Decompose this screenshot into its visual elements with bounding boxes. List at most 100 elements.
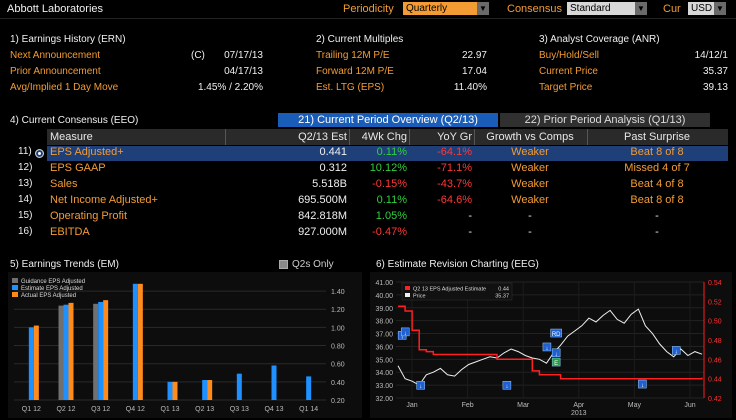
left-tick-label: 41.00 — [375, 280, 393, 287]
column-divider — [349, 129, 350, 145]
next-announcement-label: Next Announcement — [10, 50, 101, 61]
chevron-down-icon[interactable]: ▼ — [635, 2, 647, 15]
revision-marker — [400, 327, 410, 337]
yoy-value: -43.7% — [437, 178, 472, 190]
legend-swatch — [405, 286, 410, 290]
x-tick-label: Q1 14 — [299, 406, 318, 413]
x-tick-label: Apr — [573, 402, 585, 409]
left-tick-label: 33.00 — [375, 383, 393, 390]
chevron-down-icon[interactable]: ▼ — [714, 2, 726, 15]
column-header-yoy[interactable]: YoY Gr — [437, 131, 472, 143]
row-number: 15) — [18, 210, 33, 221]
bar-2 — [103, 300, 109, 400]
measure-name[interactable]: Net Income Adjusted+ — [50, 194, 158, 206]
measure-name[interactable]: EBITDA — [50, 226, 90, 238]
multiple-value: 11.40% — [453, 82, 487, 93]
checkbox-icon[interactable] — [279, 260, 288, 269]
est-value: 5.518B — [312, 178, 347, 190]
legend-swatch — [12, 292, 18, 297]
right-tick-label: 0.46 — [708, 357, 722, 364]
row-highlight — [47, 146, 728, 161]
bar-0 — [93, 303, 99, 400]
revision-marker — [638, 379, 647, 389]
legend-label: Price — [413, 294, 426, 300]
next-announcement-value: 07/17/13 — [224, 50, 263, 61]
prior-announcement-label: Prior Announcement — [10, 66, 101, 77]
bar-1 — [132, 283, 138, 400]
consensus-dropdown[interactable]: Standard — [567, 2, 635, 15]
bar-1 — [28, 327, 34, 400]
radio-selected-icon[interactable] — [35, 149, 44, 158]
tab-prior-period[interactable]: 22) Prior Period Analysis (Q1/13) — [500, 113, 710, 127]
growth-value: Weaker — [511, 146, 549, 158]
currency-dropdown[interactable]: USD — [688, 2, 714, 15]
table-row[interactable]: 13) Sales 5.518B -0.15% -43.7% Weaker Be… — [0, 178, 736, 193]
legend-value: 35.37 — [495, 294, 509, 300]
section-title: 2) Current Multiples — [316, 34, 404, 45]
table-row[interactable]: 14) Net Income Adjusted+ 695.500M 0.11% … — [0, 194, 736, 209]
chevron-down-icon[interactable]: ▼ — [477, 2, 489, 15]
yoy-value: -64.6% — [437, 194, 472, 206]
section-title[interactable]: 1) Earnings History (ERN) — [10, 34, 126, 45]
periodicity-dropdown[interactable]: Quarterly — [403, 2, 477, 15]
y-tick-label: 0.40 — [331, 380, 345, 387]
legend-value: 0.44 — [498, 287, 509, 293]
measure-name[interactable]: EPS GAAP — [50, 162, 106, 174]
measure-name[interactable]: EPS Adjusted+ — [50, 146, 124, 158]
measure-name[interactable]: Sales — [50, 178, 78, 190]
section-title[interactable]: 4) Current Consensus (EEO) — [10, 115, 139, 126]
right-tick-label: 0.42 — [708, 396, 722, 403]
table-row[interactable]: 11) EPS Adjusted+ 0.441 0.11% -64.1% Wea… — [0, 146, 736, 161]
x-tick-label: Q2 13 — [195, 406, 214, 413]
coverage-value: 35.37 — [702, 66, 728, 77]
legend-label: Guidance EPS Adjusted — [21, 279, 85, 285]
section-title[interactable]: 6) Estimate Revision Charting (EEG) — [376, 259, 539, 270]
revision-marker-label: ↓ — [419, 384, 422, 390]
table-row[interactable]: 12) EPS GAAP 0.312 10.12% -71.1% Weaker … — [0, 162, 736, 177]
revision-marker-label: ↓ — [545, 346, 548, 352]
column-header-growth[interactable]: Growth vs Comps — [486, 131, 574, 143]
column-header-4wk[interactable]: 4Wk Chg — [361, 131, 407, 143]
est-value: 927.000M — [298, 226, 347, 238]
y-tick-label: 0.60 — [331, 362, 345, 369]
column-header-est[interactable]: Q2/13 Est — [298, 131, 347, 143]
x-year-label: 2013 — [571, 410, 587, 417]
bar-1 — [202, 380, 208, 400]
column-header-measure[interactable]: Measure — [50, 131, 93, 143]
coverage-value: 39.13 — [702, 82, 728, 93]
left-tick-label: 37.00 — [375, 332, 393, 339]
revision-marker — [502, 380, 512, 390]
table-row[interactable]: 16) EBITDA 927.000M -0.47% - - - — [0, 226, 736, 241]
x-tick-label: Q4 12 — [126, 406, 145, 413]
section-title[interactable]: 5) Earnings Trends (EM) — [10, 259, 119, 270]
periodicity-value: Quarterly — [406, 3, 448, 14]
left-tick-label: 32.00 — [375, 396, 393, 403]
column-divider — [225, 129, 226, 145]
tab-current-period[interactable]: 21) Current Period Overview (Q2/13) — [278, 113, 498, 127]
row-number: 11) — [18, 146, 32, 157]
table-row[interactable]: 15) Operating Profit 842.818M 1.05% - - … — [0, 210, 736, 225]
chg-value: 1.05% — [375, 210, 407, 222]
bar-1 — [271, 365, 277, 400]
right-tick-label: 0.52 — [708, 299, 722, 306]
surprise-value: - — [655, 210, 659, 222]
revision-marker-label: ↓ — [641, 383, 644, 389]
left-tick-label: 38.00 — [375, 319, 393, 326]
legend-swatch — [12, 285, 18, 290]
bar-1 — [306, 376, 312, 400]
x-tick-label: Feb — [462, 402, 474, 409]
row-number: 14) — [18, 194, 33, 205]
consensus-table-body: 11) EPS Adjusted+ 0.441 0.11% -64.1% Wea… — [0, 146, 736, 242]
right-tick-label: 0.50 — [708, 319, 722, 326]
column-header-surprise[interactable]: Past Surprise — [623, 131, 691, 143]
bar-1 — [98, 301, 104, 400]
chg-value: -0.47% — [372, 226, 407, 238]
yoy-value: -64.1% — [437, 146, 472, 158]
row-number: 13) — [18, 178, 33, 189]
section-title[interactable]: 3) Analyst Coverage (ANR) — [539, 34, 660, 45]
measure-name[interactable]: Operating Profit — [50, 210, 128, 222]
q2s-only-label[interactable]: Q2s Only — [292, 259, 334, 270]
bar-2 — [172, 381, 178, 400]
prior-announcement-value: 04/17/13 — [224, 66, 263, 77]
estimate-revision-chart: 32.00 33.00 34.00 35.00 36.00 37.00 38.00 39.00… — [370, 272, 732, 418]
